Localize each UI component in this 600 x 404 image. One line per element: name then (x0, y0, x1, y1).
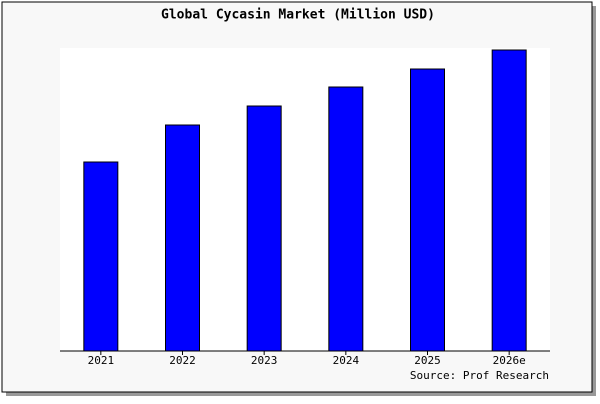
source-note: Source: Prof Research (410, 369, 549, 382)
bar (491, 49, 527, 352)
x-tick-label: 2023 (251, 354, 278, 367)
x-tick-label: 2022 (169, 354, 196, 367)
x-tick-label: 2026e (493, 354, 526, 367)
bar (410, 68, 445, 352)
x-tick-label: 2025 (414, 354, 441, 367)
bar (83, 161, 119, 352)
bar (246, 105, 282, 352)
x-tick-label: 2021 (88, 354, 115, 367)
bar (165, 124, 200, 352)
chart-title: Global Cycasin Market (Million USD) (161, 8, 435, 23)
x-tick-label: 2024 (333, 354, 360, 367)
bar (328, 86, 364, 352)
plot-area (60, 48, 550, 351)
